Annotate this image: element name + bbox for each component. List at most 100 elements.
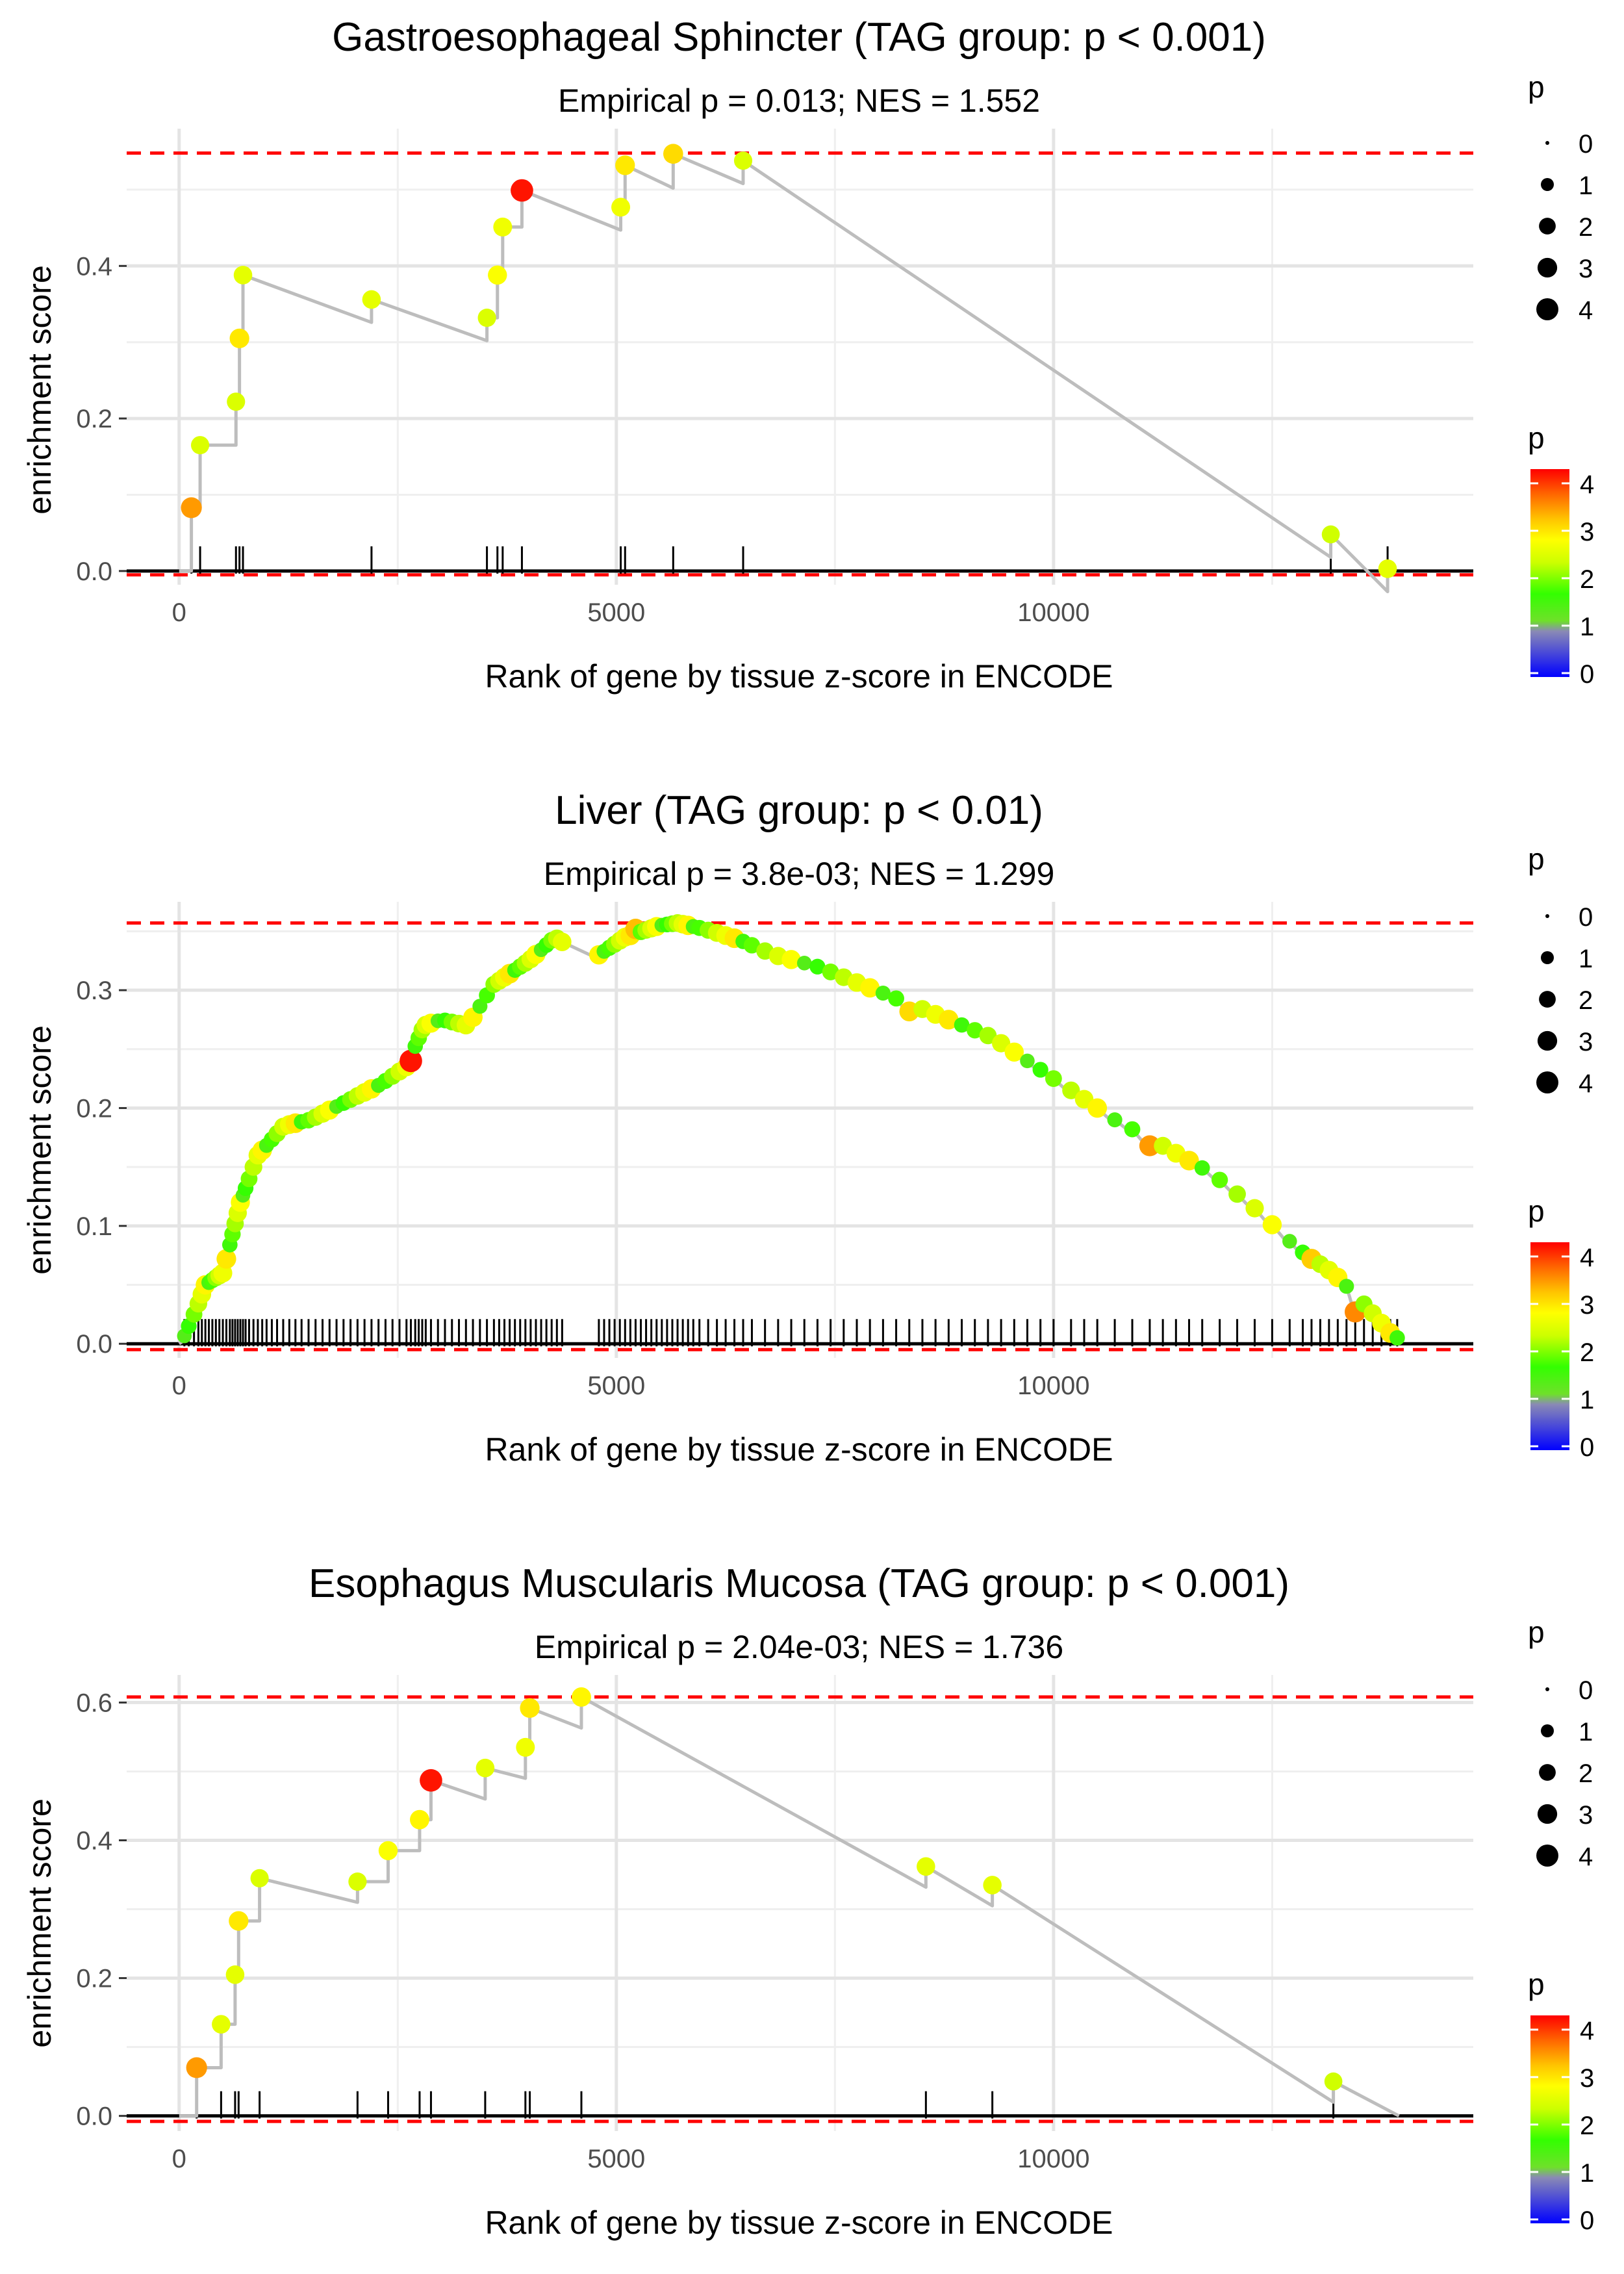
size-legend-key [1536,298,1558,320]
size-legend-label: 1 [1579,1718,1593,1746]
hit-point [1032,1062,1048,1078]
size-legend: 0 1 2 3 4 [1536,903,1593,1098]
hit-point [227,392,246,411]
x-tick-label: 10000 [1017,598,1089,627]
size-legend-label: 2 [1579,1759,1593,1788]
hit-point [516,1737,535,1757]
color-legend-title: p [1528,421,1545,455]
chart-title: Liver (TAG group: p < 0.01) [555,788,1043,833]
size-legend-label: 4 [1579,1069,1593,1098]
size-legend-title: p [1528,1615,1545,1649]
color-bar [1530,1242,1569,1450]
es-trace [179,152,1391,594]
es-trace [178,921,1401,1346]
hit-point [378,1841,398,1861]
size-legend-key [1536,1071,1558,1093]
color-legend-label: 3 [1580,518,1594,546]
y-tick-label: 0.0 [76,2102,112,2131]
hit-point [822,964,839,980]
chart-subtitle: Empirical p = 0.013; NES = 1.552 [558,83,1040,119]
hit-points [186,1687,1343,2091]
x-tick-label: 5000 [587,598,645,627]
size-legend-key [1539,991,1556,1008]
hit-point [1087,1098,1108,1118]
hit-point [860,978,880,998]
panel-liver: Liver (TAG group: p < 0.01) Empirical p … [21,788,1594,1468]
size-legend-key [1536,1845,1558,1867]
chart-title: Gastroesophageal Sphincter (TAG group: p… [332,15,1266,60]
hit-point [1179,1151,1199,1171]
color-legend-label: 4 [1580,2017,1594,2045]
y-tick-label: 0.2 [76,1965,112,1993]
color-legend-label: 2 [1580,2112,1594,2140]
size-legend-key [1539,218,1556,235]
size-legend-key [1537,1804,1558,1824]
size-legend-key [1539,1764,1556,1781]
x-axis-label: Rank of gene by tissue z-score in ENCODE [485,2204,1113,2241]
color-legend-label: 0 [1580,2206,1594,2235]
y-axis-label: enrichment score [21,265,58,515]
y-tick-label: 0.4 [76,252,112,281]
color-bar [1530,2015,1569,2223]
es-trace [179,1695,1400,2118]
hit-point [611,198,631,217]
color-bar [1530,469,1569,677]
y-tick-label: 0.3 [76,977,112,1005]
hit-point [1194,1160,1210,1176]
hit-point [572,1687,591,1707]
color-legend-label: 3 [1580,2064,1594,2093]
hit-point [191,436,210,455]
x-tick-label: 10000 [1017,2145,1089,2173]
hit-point [615,155,635,175]
x-tick-label: 5000 [587,1372,645,1400]
color-legend-label: 1 [1580,1386,1594,1414]
hit-point [233,266,253,285]
hit-point [1124,1121,1141,1138]
hit-points [181,144,1397,578]
hit-point [1282,1234,1297,1249]
hit-point [1107,1112,1123,1128]
hit-point [1321,525,1340,544]
hit-point [1228,1185,1246,1203]
size-legend-label: 3 [1579,255,1593,283]
color-legend-label: 1 [1580,2159,1594,2188]
size-legend-key [1541,1724,1554,1737]
hit-point [1211,1171,1228,1188]
chart-subtitle: Empirical p = 3.8e-03; NES = 1.299 [544,856,1055,892]
size-legend-key [1541,178,1554,191]
hit-point [488,265,507,285]
hit-point [1389,1330,1405,1346]
hit-points [177,914,1405,1346]
color-legend-title: p [1528,1194,1545,1228]
axis-ticks: 0 5000 10000 0.0 0.2 0.4 0.6 [76,1689,1089,2173]
legend: p 0 1 2 3 4 p 0 1 2 3 4 [1528,842,1594,1462]
size-legend-key [1537,1030,1558,1051]
y-tick-label: 0.2 [76,405,112,433]
size-legend-label: 3 [1579,1801,1593,1830]
axis-ticks: 0 5000 10000 0.0 0.1 0.2 0.3 [76,977,1089,1400]
chart-title: Esophagus Muscularis Mucosa (TAG group: … [309,1561,1289,1606]
x-axis-label: Rank of gene by tissue z-score in ENCODE [485,1431,1113,1468]
y-tick-label: 0.4 [76,1827,112,1856]
x-tick-label: 0 [172,598,186,627]
size-legend-key [1537,257,1558,278]
color-legend-label: 1 [1580,613,1594,641]
legend: p 0 1 2 3 4 p 0 1 2 3 4 [1528,70,1594,689]
color-legend-title: p [1528,1967,1545,2001]
hit-point [229,328,249,348]
hit-point [1139,1135,1161,1156]
hit-point [250,1869,269,1887]
hit-point [410,1809,429,1830]
hit-rug [183,1319,1399,1347]
size-legend-label: 2 [1579,213,1593,242]
size-legend-key [1545,1687,1549,1691]
hit-point [1004,1042,1024,1062]
hit-point [781,950,801,969]
size-legend: 0 1 2 3 4 [1536,1676,1593,1871]
size-legend-label: 1 [1579,945,1593,973]
hit-point [477,309,496,327]
hit-point [939,1010,959,1030]
hit-point [362,290,381,309]
hit-point [225,1965,245,1984]
